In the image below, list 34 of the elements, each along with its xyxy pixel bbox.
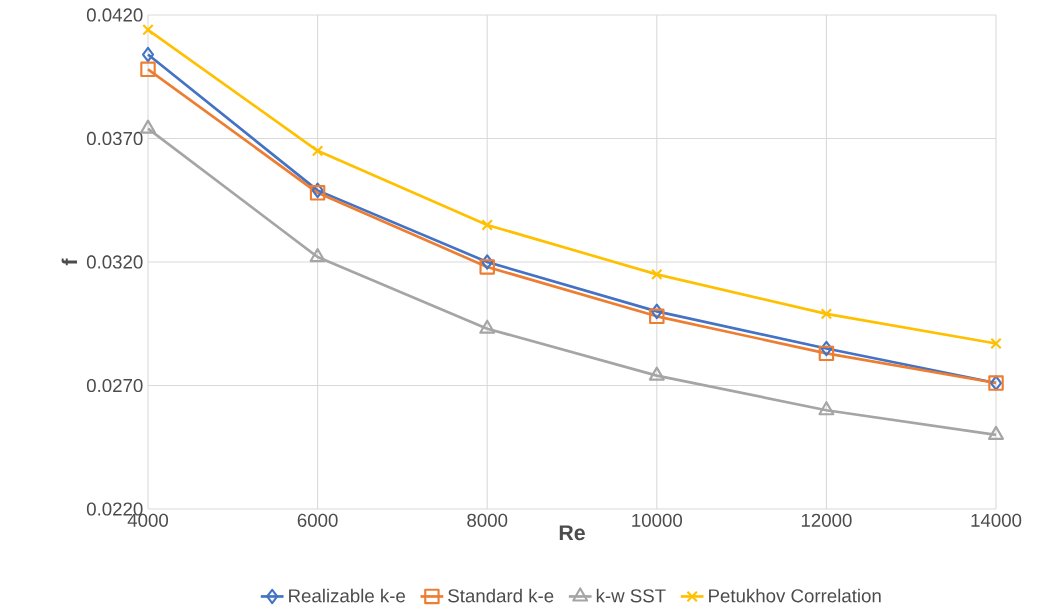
legend-label: Realizable k-e: [289, 588, 405, 603]
point: [481, 219, 493, 231]
point: [142, 24, 154, 36]
point: [651, 268, 663, 281]
point: [479, 259, 495, 275]
point: [479, 319, 496, 334]
point: [481, 254, 494, 270]
point: [820, 308, 833, 320]
point: [141, 46, 155, 63]
y-tick-label: 0.0320: [86, 255, 143, 269]
point: [820, 340, 833, 357]
point: [649, 308, 665, 325]
y-tick-label: 0.0420: [86, 8, 143, 22]
x-tick-label: 6000: [297, 513, 338, 527]
point: [309, 247, 326, 263]
x-tick-label: 10000: [632, 513, 683, 527]
point: [311, 145, 324, 157]
point: [818, 345, 835, 362]
legend-label: Standard k-e: [448, 588, 554, 603]
x-tick-label: 12000: [801, 513, 852, 527]
point: [140, 61, 156, 78]
legend-label: k-w SST: [596, 588, 666, 603]
y-tick-label: 0.0370: [86, 131, 143, 146]
x-tick-label: 14000: [971, 513, 1022, 527]
point: [988, 425, 1005, 440]
y-tick-label: 0.0270: [86, 378, 143, 393]
x-tick-label: 8000: [467, 513, 508, 527]
point: [818, 401, 835, 416]
point: [990, 337, 1002, 350]
point: [650, 303, 663, 320]
x-axis-title: Re: [559, 525, 585, 541]
point: [648, 366, 665, 381]
y-axis-title: f: [61, 258, 78, 266]
legend-label: Petukhov Correlation: [709, 588, 881, 603]
